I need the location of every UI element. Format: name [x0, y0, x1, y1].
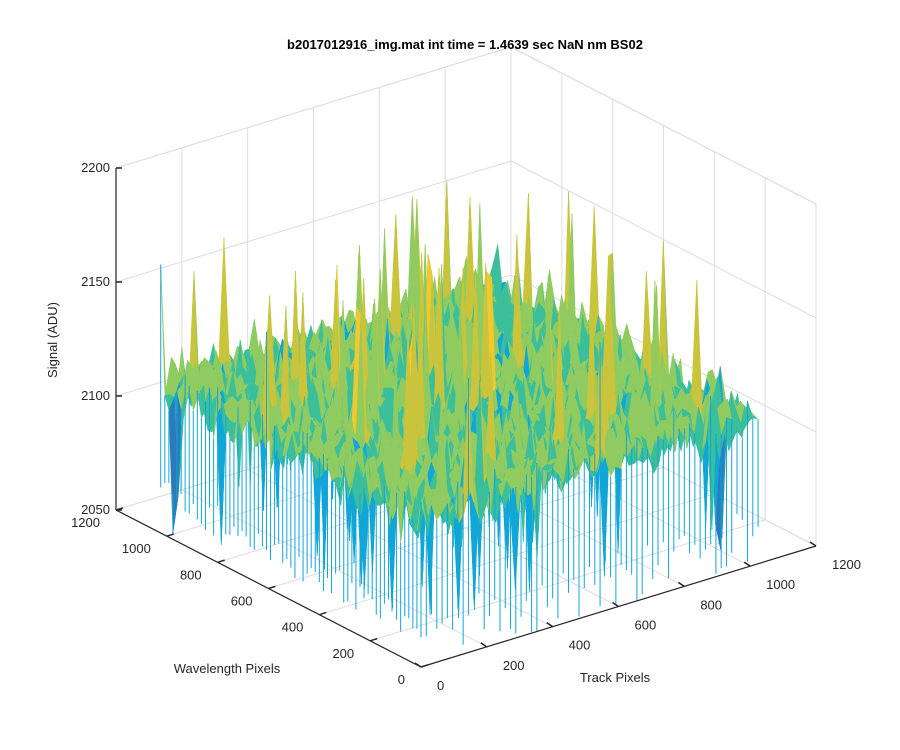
y-tick-label: 1000 — [122, 541, 151, 556]
z-tick-label: 2150 — [81, 274, 110, 289]
surface-mesh — [160, 180, 759, 645]
x-tick-mark — [809, 541, 817, 547]
y-tick-mark — [166, 533, 175, 537]
y-tick-label: 600 — [231, 594, 253, 609]
x-tick-mark — [677, 581, 685, 587]
y-tick-mark — [217, 559, 225, 564]
x-axis-label: Track Pixels — [580, 670, 651, 685]
y-axis-label: Wavelength Pixels — [174, 661, 281, 676]
z-axis-label: Signal (ADU) — [45, 302, 60, 378]
x-tick-label: 200 — [503, 658, 525, 673]
floor-grid-line — [370, 519, 766, 642]
x-tick-label: 1200 — [832, 557, 861, 572]
back-wall-grid-line — [115, 160, 512, 283]
x-tick-label: 1000 — [766, 577, 795, 592]
side-wall-grid-line — [510, 160, 817, 319]
box-edge-line — [510, 46, 817, 205]
y-tick-mark — [420, 664, 429, 668]
box-edge-line — [115, 46, 512, 169]
x-tick-mark — [546, 622, 554, 628]
y-tick-mark — [369, 637, 378, 642]
z-tick-label: 2200 — [81, 160, 110, 175]
y-tick-label: 200 — [332, 646, 354, 661]
y-tick-label: 400 — [282, 620, 304, 635]
y-tick-label: 800 — [180, 567, 202, 582]
x-tick-label: 400 — [569, 638, 591, 653]
x-tick-label: 800 — [700, 597, 722, 612]
y-tick-label: 0 — [398, 672, 405, 687]
x-tick-mark — [743, 561, 751, 567]
z-tick-label: 2100 — [81, 388, 110, 403]
chart-title: b2017012916_img.mat int time = 1.4639 se… — [287, 37, 643, 52]
x-tick-label: 600 — [635, 618, 657, 633]
y-tick-mark — [268, 585, 276, 590]
x-tick-mark — [480, 642, 488, 648]
y-tick-label: 1200 — [71, 515, 100, 530]
x-tick-label: 0 — [437, 678, 444, 693]
y-tick-mark — [319, 611, 327, 616]
